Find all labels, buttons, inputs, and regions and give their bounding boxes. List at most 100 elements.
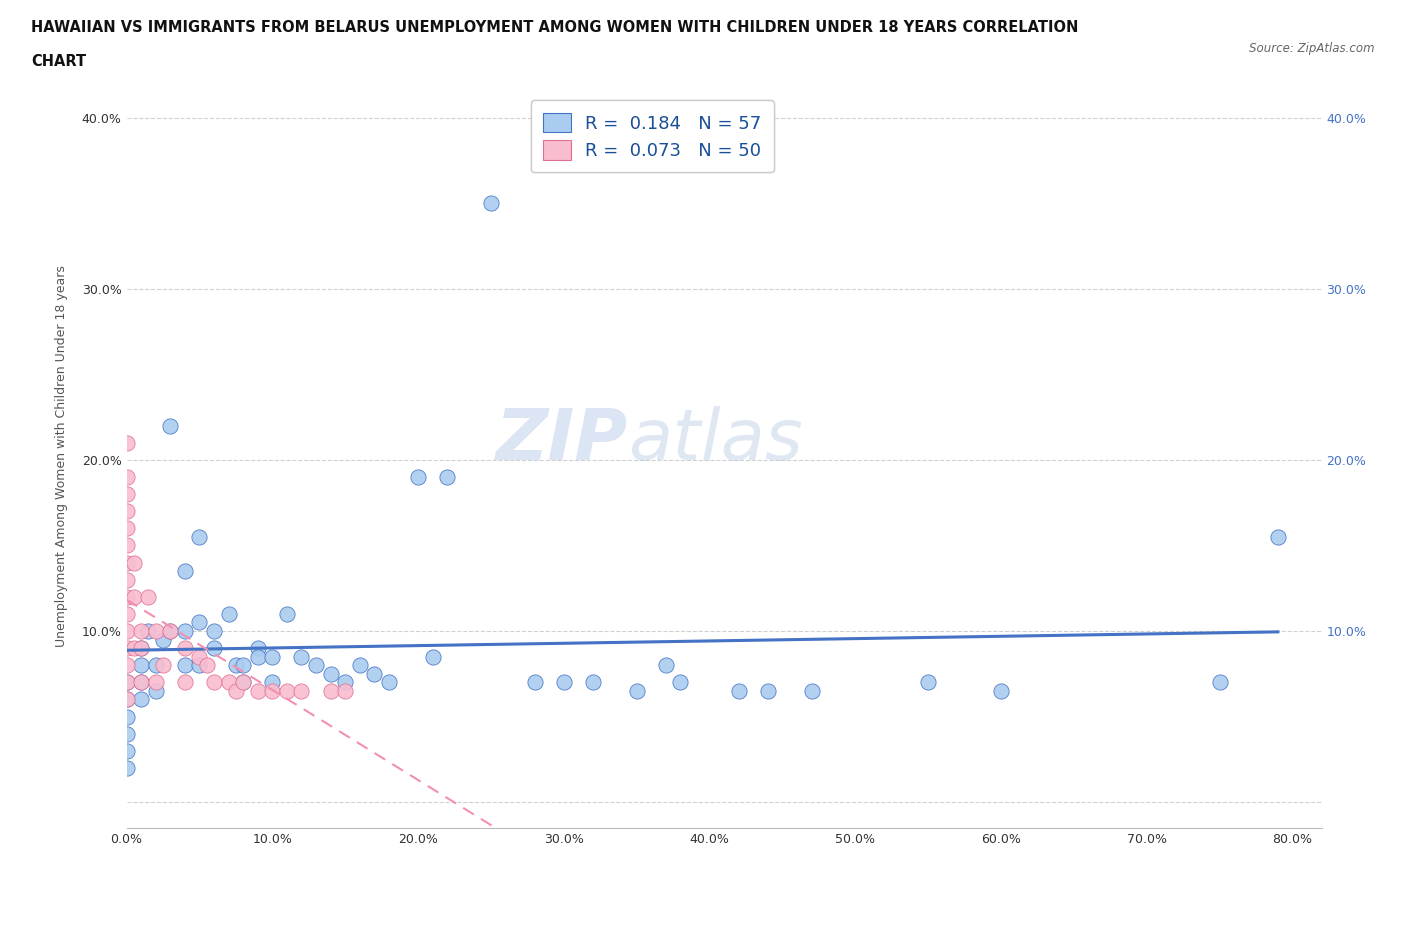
Point <box>115 675 138 690</box>
Point <box>129 675 152 690</box>
Point <box>122 590 145 604</box>
Point <box>232 675 254 690</box>
Point <box>115 606 138 621</box>
Point <box>349 658 371 672</box>
Point <box>276 606 298 621</box>
Point <box>188 529 211 544</box>
Point <box>138 624 160 639</box>
Point <box>145 658 167 672</box>
Point <box>115 538 138 553</box>
Point <box>262 649 284 664</box>
Point <box>319 684 342 698</box>
Point <box>115 624 138 639</box>
Point <box>363 666 385 681</box>
Point <box>378 675 401 690</box>
Point <box>115 572 138 587</box>
Point <box>115 709 138 724</box>
Text: HAWAIIAN VS IMMIGRANTS FROM BELARUS UNEMPLOYMENT AMONG WOMEN WITH CHILDREN UNDER: HAWAIIAN VS IMMIGRANTS FROM BELARUS UNEM… <box>31 20 1078 35</box>
Point <box>225 658 247 672</box>
Point <box>262 684 284 698</box>
Point <box>290 684 312 698</box>
Point <box>202 641 225 656</box>
Point <box>173 564 195 578</box>
Point <box>129 641 152 656</box>
Point <box>115 726 138 741</box>
Text: ZIP: ZIP <box>496 406 628 475</box>
Point <box>129 624 152 639</box>
Point <box>553 675 575 690</box>
Point <box>152 632 174 647</box>
Point <box>582 675 605 690</box>
Point <box>115 521 138 536</box>
Point <box>225 684 247 698</box>
Point <box>669 675 692 690</box>
Point <box>115 692 138 707</box>
Point <box>115 504 138 519</box>
Point <box>115 641 138 656</box>
Point <box>115 658 138 672</box>
Point <box>152 658 174 672</box>
Point <box>159 624 181 639</box>
Point <box>262 675 284 690</box>
Point <box>159 624 181 639</box>
Point <box>115 692 138 707</box>
Point <box>173 675 195 690</box>
Point <box>232 675 254 690</box>
Point <box>333 675 356 690</box>
Y-axis label: Unemployment Among Women with Children Under 18 years: Unemployment Among Women with Children U… <box>55 265 67 646</box>
Point <box>756 684 779 698</box>
Point <box>276 684 298 698</box>
Point <box>188 615 211 630</box>
Point <box>145 675 167 690</box>
Point <box>523 675 546 690</box>
Point <box>479 196 502 211</box>
Point <box>655 658 678 672</box>
Point <box>195 658 218 672</box>
Point <box>188 658 211 672</box>
Point <box>232 658 254 672</box>
Text: Source: ZipAtlas.com: Source: ZipAtlas.com <box>1250 42 1375 55</box>
Point <box>115 743 138 758</box>
Point <box>115 590 138 604</box>
Point <box>202 675 225 690</box>
Point <box>246 684 269 698</box>
Point <box>188 649 211 664</box>
Point <box>129 658 152 672</box>
Point <box>218 675 240 690</box>
Point <box>1267 529 1289 544</box>
Point <box>145 624 167 639</box>
Point <box>122 555 145 570</box>
Point <box>122 641 145 656</box>
Point <box>202 624 225 639</box>
Text: CHART: CHART <box>31 54 86 69</box>
Point <box>1208 675 1230 690</box>
Point <box>173 658 195 672</box>
Point <box>406 470 429 485</box>
Point <box>129 692 152 707</box>
Point <box>333 684 356 698</box>
Point <box>173 624 195 639</box>
Point <box>115 675 138 690</box>
Point <box>246 641 269 656</box>
Point <box>305 658 328 672</box>
Point <box>138 590 160 604</box>
Point <box>145 684 167 698</box>
Text: atlas: atlas <box>628 406 803 475</box>
Point <box>990 684 1012 698</box>
Point <box>129 641 152 656</box>
Point <box>626 684 648 698</box>
Point <box>917 675 939 690</box>
Point <box>173 641 195 656</box>
Point <box>218 606 240 621</box>
Point <box>115 435 138 450</box>
Point <box>115 761 138 776</box>
Point <box>800 684 823 698</box>
Legend: R =  0.184   N = 57, R =  0.073   N = 50: R = 0.184 N = 57, R = 0.073 N = 50 <box>531 100 773 172</box>
Point <box>422 649 444 664</box>
Point <box>115 470 138 485</box>
Point <box>436 470 458 485</box>
Point <box>115 486 138 501</box>
Point <box>129 675 152 690</box>
Point <box>246 649 269 664</box>
Point <box>727 684 749 698</box>
